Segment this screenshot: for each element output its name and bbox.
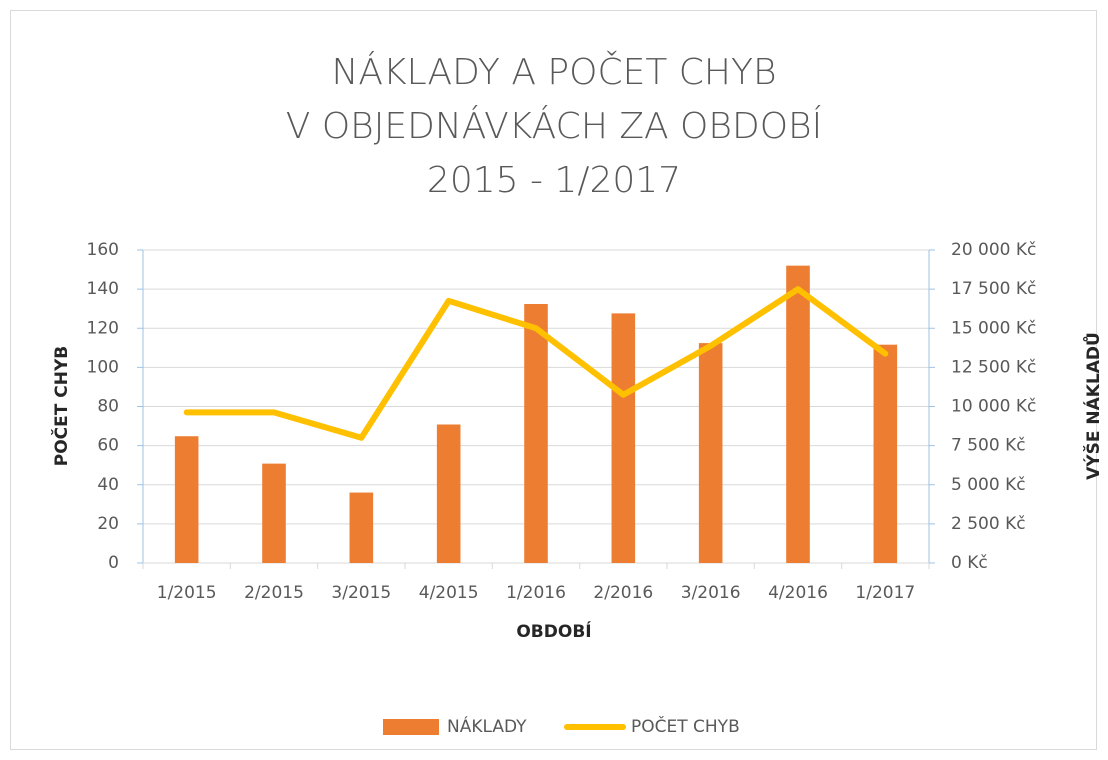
x-tick-label: 1/2015 [157,583,217,603]
y2-tick-label: 2 500 Kč [951,514,1026,534]
line [183,286,889,441]
x-axis-label: OBDOBÍ [516,620,591,642]
y-tick-label: 40 [97,475,119,495]
y-tick-label: 100 [87,357,119,377]
y2-tick-label: 20 000 Kč [951,240,1036,260]
x-tick-label: 3/2016 [681,583,741,603]
x-tick-label: 4/2016 [768,583,828,603]
bar [611,313,636,563]
bar [873,344,898,563]
legend-swatch [383,719,439,735]
y-tick-label: 0 [108,553,119,573]
bar [436,424,461,563]
y-tick-label: 80 [97,397,119,417]
y2-tick-label: 12 500 Kč [951,357,1036,377]
chart-border [10,10,1097,750]
y-tick-label: 20 [97,514,119,534]
y2-tick-label: 0 Kč [951,553,988,573]
x-tick-label: 3/2015 [331,583,391,603]
chart-title: V OBJEDNÁVKÁCH ZA OBDOBÍ [286,105,822,147]
x-tick-label: 2/2015 [244,583,304,603]
y2-tick-label: 15 000 Kč [951,318,1036,338]
y-tick-label: 140 [87,279,119,299]
chart-title: NÁKLADY A POČET CHYB [331,51,776,93]
x-tick-label: 4/2015 [419,583,479,603]
bar [786,265,810,563]
y2-tick-label: 7 500 Kč [951,436,1026,456]
y-axis-label: POČET CHYB [50,346,72,467]
y2-axis-label: VÝŠE NÁKLADŮ [1081,332,1104,480]
bar [262,463,286,563]
x-tick-label: 2/2016 [593,583,653,603]
y-tick-label: 120 [87,318,119,338]
bar [698,343,723,563]
y2-tick-label: 10 000 Kč [951,397,1036,417]
x-tick-label: 1/2016 [506,583,566,603]
chart-title: 2015 - 1/2017 [427,160,681,201]
y2-tick-label: 5 000 Kč [951,475,1026,495]
legend-label: NÁKLADY [447,715,527,737]
bar [524,303,548,563]
y-tick-label: 60 [97,436,119,456]
y-tick-label: 160 [87,240,119,260]
y2-tick-label: 17 500 Kč [951,279,1036,299]
bar [174,436,199,563]
legend-label: POČET CHYB [631,715,740,737]
bar [349,492,374,563]
x-tick-label: 1/2017 [855,583,915,603]
